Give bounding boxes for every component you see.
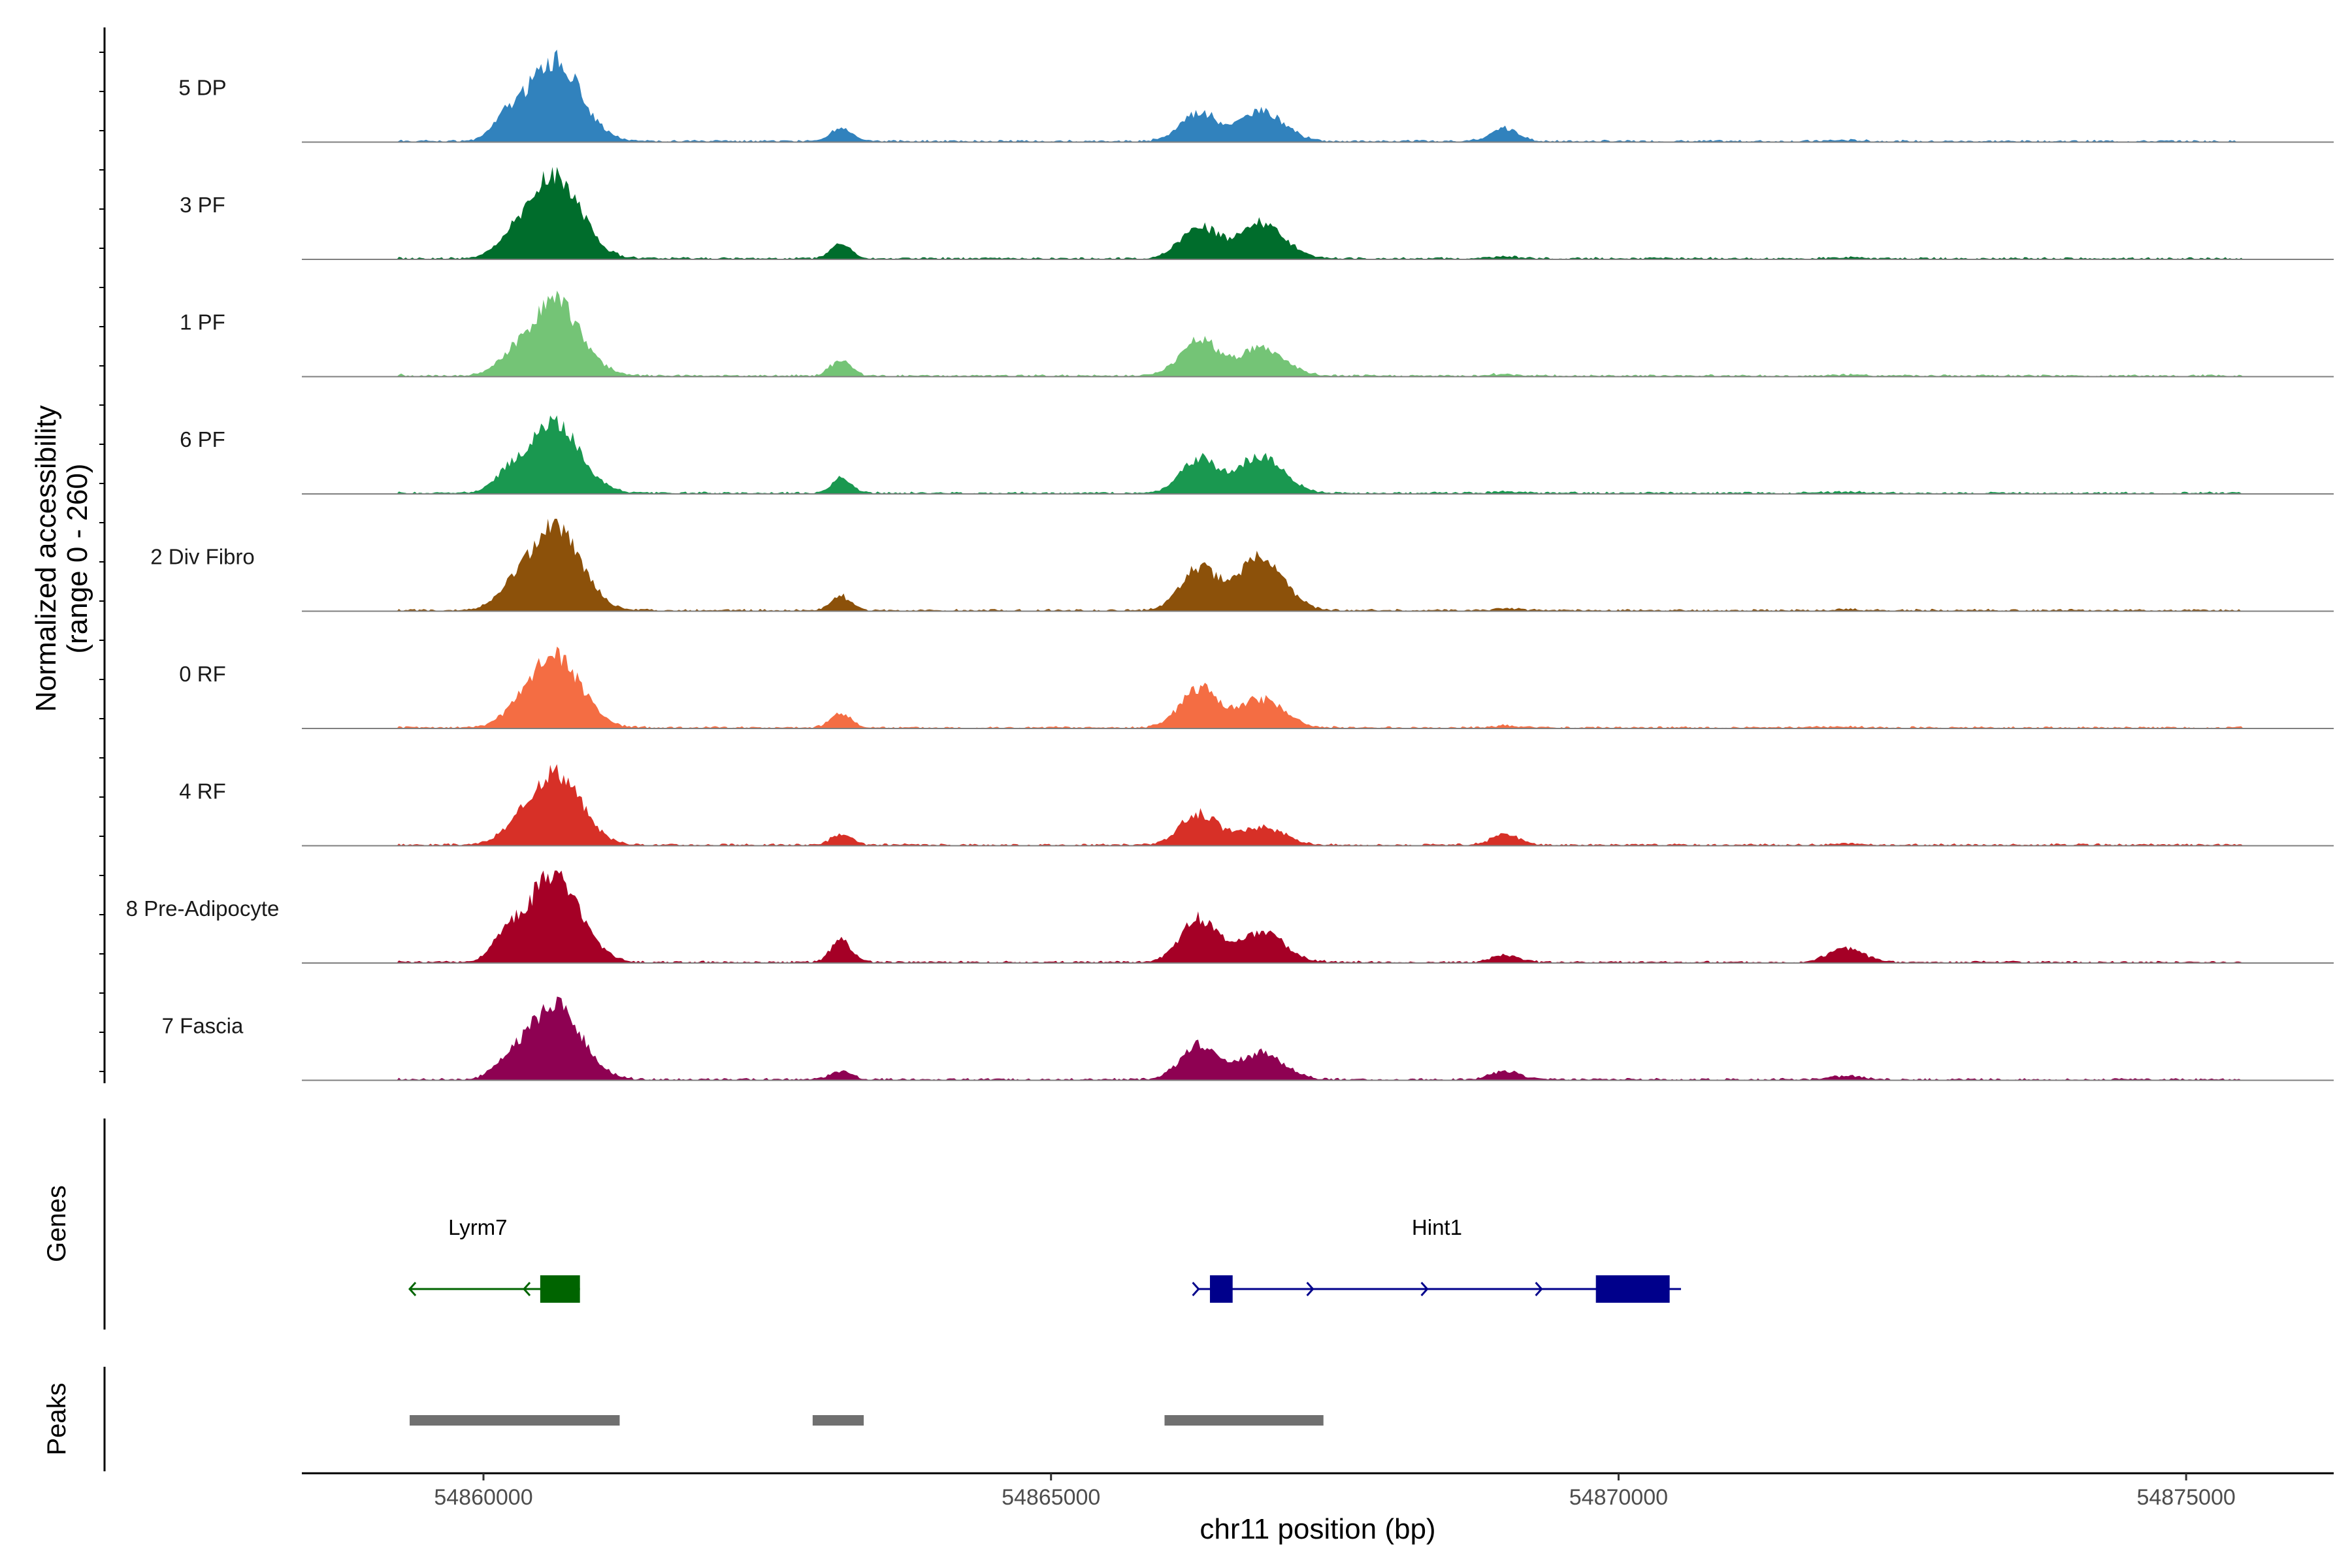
coverage-y-ticks	[99, 52, 105, 1072]
peak-region	[812, 1415, 864, 1426]
coverage-track: 7 Fascia	[162, 996, 2334, 1081]
strand-arrow	[1192, 1281, 1200, 1297]
gene-label: Lyrm7	[448, 1215, 507, 1239]
strand-arrow	[523, 1281, 531, 1297]
coverage-area	[302, 290, 2334, 377]
coverage-area	[302, 870, 2334, 963]
coverage-area	[302, 167, 2334, 259]
x-tick-label: 54865000	[1002, 1485, 1100, 1510]
x-axis-ticks: 54860000 54865000 54870000 54875000	[434, 1473, 2236, 1510]
track-label: 3 PF	[180, 193, 225, 217]
x-tick-label: 54870000	[1569, 1485, 1668, 1510]
track-label: 7 Fascia	[162, 1014, 244, 1038]
coverage-area	[302, 415, 2334, 494]
track-label: 1 PF	[180, 310, 225, 335]
peak-regions	[410, 1415, 1324, 1426]
peak-region	[1164, 1415, 1324, 1426]
coverage-track: 8 Pre-Adipocyte	[126, 870, 2334, 964]
strand-arrow	[1420, 1281, 1429, 1297]
peak-region	[410, 1415, 620, 1426]
coverage-track: 4 RF	[179, 764, 2334, 847]
coverage-track: 6 PF	[180, 415, 2334, 495]
coverage-area	[302, 996, 2334, 1081]
coverage-area	[302, 50, 2334, 142]
coverage-area	[302, 519, 2334, 612]
track-label: 5 DP	[178, 76, 226, 100]
coverage-track: 0 RF	[179, 646, 2334, 729]
genes-panel-title: Genes	[42, 1185, 71, 1262]
coverage-track: 5 DP	[178, 50, 2334, 143]
strand-arrow	[1306, 1281, 1315, 1297]
strand-arrow	[408, 1281, 417, 1297]
gene-exon	[1595, 1275, 1670, 1303]
track-label: 4 RF	[179, 779, 226, 804]
track-label: 8 Pre-Adipocyte	[126, 896, 280, 921]
strand-arrow	[1535, 1281, 1543, 1297]
gene-model: Hint1	[1192, 1215, 1681, 1303]
x-axis-title: chr11 position (bp)	[1200, 1513, 1435, 1545]
x-tick-label: 54860000	[434, 1485, 532, 1510]
coverage-track: 3 PF	[180, 167, 2334, 260]
peaks-panel-title: Peaks	[42, 1382, 71, 1455]
y-axis-title-line2: (range 0 - 260)	[61, 463, 93, 653]
gene-annotations: Lyrm7 Hint1	[408, 1215, 1681, 1303]
coverage-area	[302, 646, 2334, 728]
y-axis-title: Normalized accessibility (range 0 - 260)	[30, 405, 93, 711]
track-label: 0 RF	[179, 662, 226, 686]
gene-label: Hint1	[1412, 1215, 1462, 1239]
coverage-track: 1 PF	[180, 290, 2334, 378]
y-axis-title-line1: Normalized accessibility	[30, 405, 62, 711]
x-tick-label: 54875000	[2136, 1485, 2235, 1510]
gene-exon	[1209, 1275, 1233, 1303]
gene-model: Lyrm7	[408, 1215, 580, 1303]
track-label: 6 PF	[180, 427, 225, 451]
gene-exon	[540, 1275, 580, 1303]
coverage-track: 2 Div Fibro	[150, 519, 2334, 612]
coverage-tracks: 5 DP 3 PF 1 PF 6 PF 2 Div Fibro 0 RF 4 RF 8 Pre…	[126, 50, 2334, 1081]
track-label: 2 Div Fibro	[150, 545, 255, 569]
coverage-area	[302, 764, 2334, 846]
